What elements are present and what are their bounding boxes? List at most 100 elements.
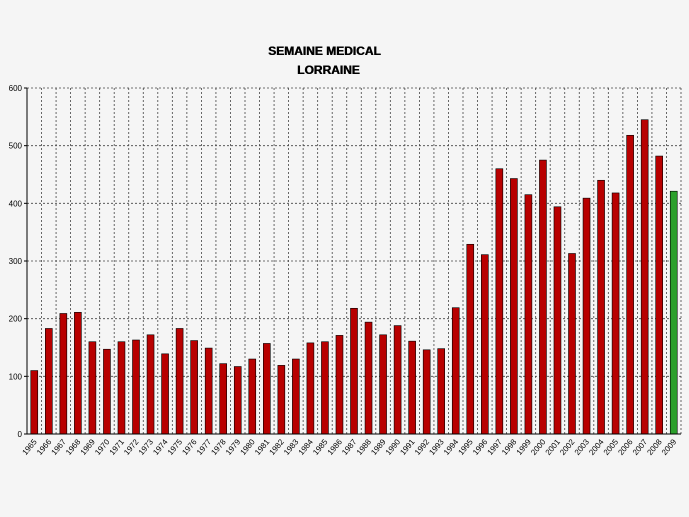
bar-1977 (204, 347, 213, 435)
bar-1975 (175, 328, 184, 435)
x-tick-label: 1990 (384, 437, 403, 457)
bar-2007 (640, 119, 649, 435)
x-tick-label: 1991 (398, 437, 417, 457)
x-tick-label: 2009 (660, 437, 679, 457)
x-tick-label: 1985 (311, 437, 330, 457)
y-tick-label: 500 (9, 142, 23, 151)
bar-1971 (117, 341, 126, 435)
x-tick-label: 1997 (486, 437, 505, 457)
x-tick-label: 1967 (50, 437, 69, 457)
bar-2006 (626, 134, 634, 435)
x-tick-label: 1969 (79, 437, 98, 457)
x-tick-label: 1979 (224, 437, 243, 457)
x-tick-label: 1970 (93, 437, 112, 457)
bar-1993 (437, 348, 445, 435)
x-tick-label: 1987 (340, 437, 359, 457)
bar-2003 (582, 197, 591, 435)
bar-1999 (524, 194, 533, 435)
y-tick-label: 0 (18, 430, 23, 439)
x-tick-label: 1974 (151, 437, 170, 457)
plot-area: 0100200300400500600196519661967196819691… (9, 84, 682, 457)
x-tick-label: 2003 (573, 437, 592, 457)
bar-1965 (30, 370, 39, 435)
x-tick-label: 2001 (544, 437, 563, 457)
bar-1988 (364, 321, 373, 435)
x-tick-label: 1983 (282, 437, 301, 457)
x-tick-label: 1995 (456, 437, 475, 457)
bar-1985 (321, 341, 329, 435)
x-tick-label: 1971 (108, 437, 127, 457)
x-tick-label: 1973 (137, 437, 156, 457)
bar-2008 (655, 155, 663, 435)
bar-1973 (146, 334, 155, 435)
bar-1979 (233, 366, 242, 435)
bar-1966 (45, 328, 53, 435)
bar-1974 (161, 353, 169, 435)
x-tick-label: 1986 (326, 437, 345, 457)
y-tick-label: 600 (9, 84, 23, 93)
bar-1969 (88, 341, 97, 435)
x-tick-label: 2004 (587, 437, 606, 457)
bar-1980 (248, 358, 257, 435)
x-tick-label: 2000 (529, 437, 548, 457)
bar-1984 (306, 342, 315, 435)
bar-1997 (495, 168, 504, 435)
y-tick-label: 300 (9, 257, 23, 266)
bar-2004 (597, 179, 605, 435)
x-tick-label: 1992 (413, 437, 432, 457)
x-tick-label: 1989 (369, 437, 388, 457)
x-tick-label: 2008 (645, 437, 664, 457)
x-tick-label: 1977 (195, 437, 214, 457)
bar-1992 (422, 349, 431, 435)
bar-1995 (466, 243, 475, 435)
bar-1986 (335, 335, 344, 435)
bar-1983 (292, 358, 300, 435)
x-tick-label: 2005 (602, 437, 621, 457)
bar-1978 (219, 363, 227, 435)
y-tick-label: 100 (9, 372, 23, 381)
x-tick-label: 1999 (515, 437, 534, 457)
bar-1994 (451, 307, 460, 435)
bar-1987 (350, 307, 358, 435)
bar-1968 (74, 312, 82, 435)
x-tick-label: 1975 (166, 437, 185, 457)
bar-2002 (568, 253, 576, 435)
chart-title-line-1: SEMAINE MEDICAL (268, 44, 381, 58)
bar-2001 (553, 206, 562, 435)
x-tick-label: 1998 (500, 437, 519, 457)
x-tick-label: 1966 (35, 437, 54, 457)
x-tick-label: 1965 (20, 437, 39, 457)
x-tick-label: 1984 (297, 437, 316, 457)
bar-1996 (481, 254, 489, 435)
x-tick-label: 1980 (238, 437, 257, 457)
bar-1990 (393, 325, 402, 435)
chart-title-line-2: LORRAINE (297, 63, 360, 77)
x-tick-label: 1978 (209, 437, 228, 457)
bar-2005 (611, 192, 620, 435)
x-tick-label: 2006 (616, 437, 635, 457)
bar-2009 (669, 190, 678, 435)
x-tick-label: 1988 (355, 437, 374, 457)
bar-1989 (379, 334, 387, 435)
bar-1967 (59, 313, 68, 435)
bar-1998 (510, 178, 518, 435)
bar-2000 (539, 159, 547, 435)
x-tick-label: 1968 (64, 437, 83, 457)
x-tick-label: 1981 (253, 437, 272, 457)
x-tick-label: 1993 (427, 437, 446, 457)
bar-1991 (408, 340, 416, 435)
x-tick-label: 1994 (442, 437, 461, 457)
y-tick-label: 200 (9, 315, 23, 324)
bar-1982 (277, 365, 286, 435)
x-tick-label: 2007 (631, 437, 650, 457)
x-tick-label: 2002 (558, 437, 577, 457)
x-tick-label: 1982 (268, 437, 287, 457)
x-tick-label: 1996 (471, 437, 490, 457)
bar-1976 (190, 340, 198, 435)
bar-1970 (103, 348, 111, 435)
y-tick-label: 400 (9, 199, 23, 208)
bar-1981 (263, 343, 271, 435)
x-tick-label: 1976 (180, 437, 199, 457)
x-tick-label: 1972 (122, 437, 141, 457)
